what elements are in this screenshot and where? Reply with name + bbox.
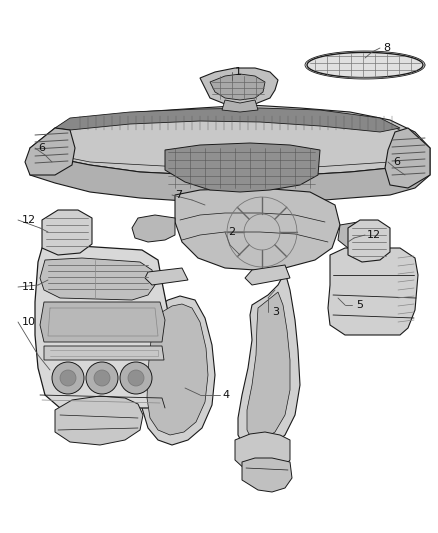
Text: 8: 8 [383,43,390,53]
Polygon shape [55,108,400,132]
Polygon shape [247,292,290,440]
Polygon shape [40,258,155,300]
Polygon shape [35,246,172,408]
Polygon shape [385,128,430,188]
Polygon shape [238,272,300,452]
Text: 6: 6 [38,143,45,153]
Text: 10: 10 [22,317,36,327]
Polygon shape [245,265,290,285]
Polygon shape [200,68,278,106]
Circle shape [52,362,84,394]
Text: 4: 4 [222,390,229,400]
Text: 3: 3 [272,307,279,317]
Circle shape [120,362,152,394]
Polygon shape [42,210,92,255]
Polygon shape [132,215,175,242]
Polygon shape [142,296,215,445]
Text: 12: 12 [22,215,36,225]
Polygon shape [147,304,208,435]
Circle shape [94,370,110,386]
Circle shape [128,370,144,386]
Polygon shape [55,396,143,445]
Circle shape [60,370,76,386]
Polygon shape [25,128,75,175]
Polygon shape [175,188,340,270]
Polygon shape [40,302,165,342]
Text: 11: 11 [22,282,36,292]
Circle shape [86,362,118,394]
Polygon shape [242,458,292,492]
Polygon shape [210,74,265,100]
Polygon shape [30,105,430,178]
Text: 12: 12 [367,230,381,240]
Polygon shape [235,432,290,475]
Polygon shape [165,143,320,192]
Polygon shape [44,346,164,360]
Text: 5: 5 [356,300,363,310]
Polygon shape [222,100,258,112]
Text: 6: 6 [393,157,400,167]
Polygon shape [307,52,423,78]
Text: 2: 2 [228,227,235,237]
Polygon shape [338,222,378,250]
Polygon shape [328,248,418,335]
Polygon shape [30,148,430,205]
Polygon shape [145,268,188,285]
Polygon shape [348,220,390,262]
Text: 7: 7 [175,190,182,200]
Text: 1: 1 [235,67,242,77]
